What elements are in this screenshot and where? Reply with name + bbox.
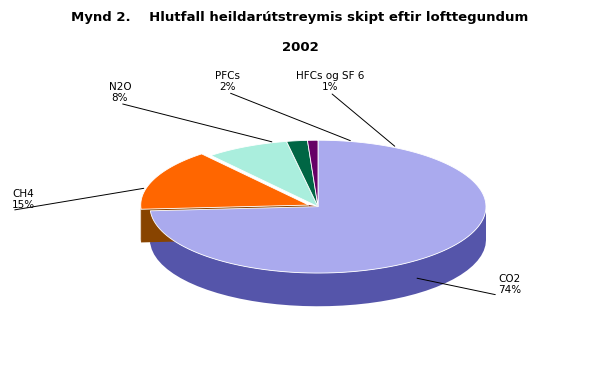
Text: PFCs
2%: PFCs 2%: [215, 70, 241, 92]
Text: HFCs og SF 6
1%: HFCs og SF 6 1%: [296, 70, 364, 92]
Text: N2O
8%: N2O 8%: [109, 82, 131, 103]
Polygon shape: [151, 207, 318, 244]
Polygon shape: [151, 207, 486, 306]
Text: 2002: 2002: [281, 41, 319, 54]
Polygon shape: [287, 140, 318, 207]
Text: CH4
15%: CH4 15%: [12, 189, 35, 210]
Polygon shape: [141, 205, 309, 242]
Text: CO2
74%: CO2 74%: [498, 273, 521, 295]
Polygon shape: [307, 140, 318, 207]
Polygon shape: [151, 140, 486, 273]
Polygon shape: [141, 154, 309, 209]
Polygon shape: [211, 141, 318, 207]
Text: Mynd 2.    Hlutfall heildarútstreymis skipt eftir lofttegundum: Mynd 2. Hlutfall heildarútstreymis skipt…: [71, 11, 529, 24]
Polygon shape: [309, 205, 318, 240]
